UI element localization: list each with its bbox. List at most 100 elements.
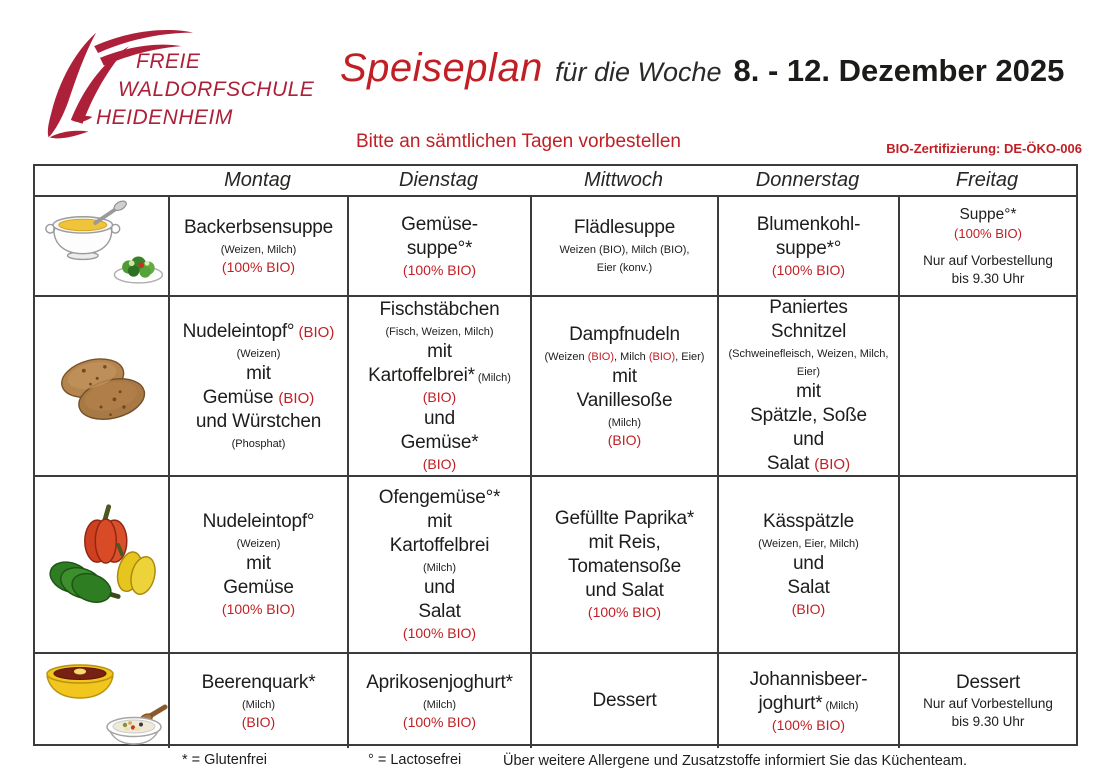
menu-text-segment: Spätzle, Soße: [750, 405, 867, 426]
menu-line: Fischstäbchen: [354, 298, 525, 322]
menu-line: Kässpätzle: [724, 510, 893, 534]
menu-line: Spätzle, Soße: [724, 404, 893, 428]
menu-line: (Milch): [537, 413, 712, 431]
menu-line: mit: [724, 380, 893, 404]
day-header-dienstag: Dienstag: [347, 166, 530, 195]
menu-text-segment: (Weizen, Milch): [220, 243, 297, 256]
menu-text-segment: Backerbsensuppe: [183, 216, 334, 238]
dessert-bowls-icon: [46, 664, 168, 745]
day-label: Donnerstag: [755, 169, 860, 191]
menu-line: (BIO): [175, 713, 342, 732]
menu-line: bis 9.30 Uhr: [905, 713, 1071, 731]
menu-line: Nudeleintopf° (BIO): [175, 320, 342, 344]
menu-line: suppe°*: [354, 237, 525, 261]
menu-line: und Salat: [537, 579, 712, 603]
menu-text-segment: (100% BIO): [402, 261, 477, 278]
menu-text-segment: bis 9.30 Uhr: [951, 270, 1025, 286]
menu-line: (Milch): [175, 695, 342, 713]
menu-line: Salat: [354, 600, 525, 624]
menu-cell-mittwoch-soup: Flädlesuppe Weizen (BIO), Milch (BIO), Eie…: [530, 197, 717, 295]
menu-line: mit: [537, 365, 712, 389]
menu-line: Nudeleintopf°: [175, 510, 342, 534]
menu-line: Ofengemüse°*: [354, 486, 525, 510]
menu-line: Beerenquark*: [175, 671, 342, 695]
menu-text-segment: (100% BIO): [221, 258, 296, 275]
menu-cell-montag-soup: Backerbsensuppe (Weizen, Milch) (100% BIO): [168, 197, 347, 295]
menu-line: (Weizen, Milch): [175, 240, 342, 258]
food-icon-cell: [35, 197, 168, 295]
menu-text-segment: (Fisch, Weizen, Milch): [385, 326, 494, 338]
menu-text-segment: Weizen (BIO), Milch (BIO),: [559, 244, 690, 256]
menu-text-segment: mit: [246, 553, 271, 574]
legend-allergen-note: Über weitere Allergene und Zusatzstoffe …: [503, 753, 967, 769]
menu-cell-donnerstag-dessert: Johannisbeer-joghurt* (Milch) (100% BIO): [717, 654, 898, 748]
menu-text-segment: Dampfnudeln: [569, 323, 680, 345]
menu-line: joghurt* (Milch): [724, 692, 893, 716]
menu-text-segment: (Weizen, Eier, Milch): [758, 538, 859, 550]
menu-line: Gemüse (BIO): [175, 386, 342, 410]
day-label: Freitag: [955, 169, 1019, 191]
menu-line: Dampfnudeln: [537, 323, 712, 347]
menu-text-segment: (100% BIO): [954, 225, 1022, 241]
menu-line: und: [354, 576, 525, 600]
menu-text-segment: (BIO): [648, 350, 676, 363]
soup-and-salad-icon: [45, 200, 164, 284]
menu-text-segment: Nudeleintopf°: [202, 511, 315, 532]
menu-text-segment: mit: [796, 381, 821, 402]
menu-line: Blumenkohl-: [724, 213, 893, 237]
menu-text-segment: (Milch): [242, 698, 275, 711]
menu-text-segment: Salat: [787, 577, 830, 598]
menu-text-segment: (BIO): [422, 389, 457, 405]
menu-text-segment: (Milch): [608, 416, 641, 429]
menu-text-segment: (100% BIO): [221, 601, 296, 617]
menu-line: (Weizen (BIO), Milch (BIO), Eier): [537, 347, 712, 365]
menu-line: und: [724, 428, 893, 452]
menu-line: mit Reis,: [537, 531, 712, 555]
menu-line: Tomatensoße: [537, 555, 712, 579]
menu-cell-freitag-dessert: Dessert Nur auf Vorbestellung bis 9.30 Uhr: [898, 654, 1076, 748]
menu-text-segment: , Milch: [614, 350, 649, 363]
preorder-notice: Bitte an sämtlichen Tagen vorbestellen: [356, 131, 681, 152]
legend-lactosefree: ° = Lactosefrei: [368, 752, 462, 768]
menu-line: Dessert: [537, 689, 712, 713]
menu-text-segment: (BIO): [814, 456, 851, 473]
menu-cell-dienstag-dessert: Aprikosenjoghurt* (Milch) (100% BIO): [347, 654, 530, 748]
meat-patties-icon: [61, 358, 146, 420]
menu-text-segment: Salat: [418, 601, 461, 622]
menu-text-segment: Johannisbeer-: [749, 668, 868, 690]
menu-text-segment: (100% BIO): [771, 716, 846, 733]
menu-text-segment: Paniertes: [769, 297, 848, 318]
menu-line: (Phosphat): [175, 434, 342, 452]
menu-line: suppe*°: [724, 237, 893, 261]
menu-text-segment: Ofengemüse°*: [378, 487, 501, 508]
menu-row-soup: Backerbsensuppe (Weizen, Milch) (100% BIO)…: [35, 195, 1076, 295]
menu-text-segment: und: [792, 553, 825, 574]
day-header-mittwoch: Mittwoch: [530, 166, 717, 195]
menu-line: (Milch): [354, 558, 525, 576]
food-icon-cell: [35, 297, 168, 475]
menu-line: Salat: [724, 576, 893, 600]
menu-text-segment: Kässpätzle: [763, 511, 854, 532]
menu-text-segment: (Weizen): [236, 538, 281, 550]
menu-line: Weizen (BIO), Milch (BIO),: [537, 240, 712, 258]
menu-text-segment: Aprikosenjoghurt*: [366, 671, 513, 693]
menu-text-segment: mit: [246, 363, 271, 384]
title-week-label: für die Woche: [554, 57, 722, 87]
menu-text-segment: Gemüse: [202, 387, 279, 408]
title-speiseplan: Speiseplan: [340, 46, 543, 90]
day-header-row: Montag Dienstag Mittwoch Donnerstag Frei…: [35, 166, 1076, 195]
menu-line: und: [724, 552, 893, 576]
menu-text-segment: (Phosphat): [231, 438, 286, 450]
menu-text-segment: Nudeleintopf°: [182, 321, 295, 342]
menu-line: bis 9.30 Uhr: [905, 270, 1071, 288]
menu-text-segment: (Schweinefleisch, Weizen, Milch, Eier): [728, 348, 889, 378]
menu-line: Kartoffelbrei: [354, 534, 525, 558]
menu-line: Gemüse*: [354, 431, 525, 455]
menu-line: (Fisch, Weizen, Milch): [354, 322, 525, 340]
food-icon-cell: [35, 477, 168, 652]
menu-text-segment: mit Reis,: [588, 532, 661, 553]
menu-text-segment: Tomatensoße: [568, 556, 681, 577]
menu-text-segment: (100% BIO): [587, 604, 662, 620]
menu-line: mit: [175, 362, 342, 386]
